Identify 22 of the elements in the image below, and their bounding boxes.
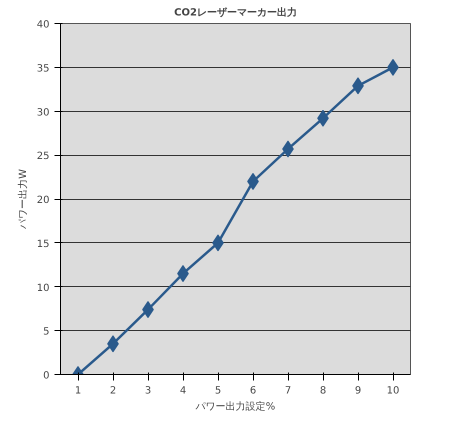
x-tick-label: 10	[386, 386, 400, 396]
x-axis-title: パワー出力設定%	[194, 400, 276, 412]
y-tick-label: 30	[36, 107, 50, 118]
y-tick-label: 0	[43, 370, 50, 382]
x-tick-label: 9	[354, 386, 362, 396]
y-axis-title: パワー出力W	[16, 168, 29, 230]
x-tick-label: 6	[250, 386, 256, 396]
y-tick-label: 25	[36, 151, 50, 162]
x-tick-label: 5	[214, 386, 222, 396]
y-tick-label: 20	[36, 195, 50, 206]
y-tick-label: 10	[36, 282, 50, 294]
x-tick-label: 7	[284, 386, 292, 396]
y-tick-label: 40	[36, 20, 50, 30]
x-tick-label: 3	[144, 386, 152, 396]
y-tick-label: 35	[36, 63, 50, 74]
y-tick-label: 5	[43, 326, 50, 338]
x-tick-label: 2	[110, 386, 116, 396]
y-tick-label: 15	[36, 238, 50, 250]
x-tick-label: 4	[180, 386, 186, 396]
x-tick-label: 1	[74, 386, 82, 396]
chart-title: CO2レーザーマーカー出力	[174, 6, 297, 18]
x-tick-label: 8	[320, 386, 326, 396]
